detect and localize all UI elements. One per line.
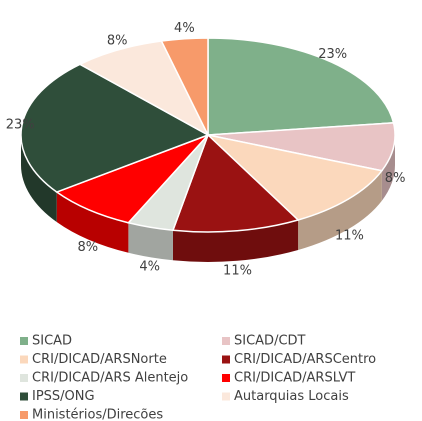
data-label: 4% <box>174 21 195 36</box>
slice <box>205 133 384 221</box>
legend-label: Ministérios/Direcões <box>32 408 163 421</box>
legend-label: Autarquias Locais <box>234 389 349 404</box>
slice <box>171 133 300 233</box>
legend-label: SICAD/CDT <box>234 334 306 349</box>
legend-label: SICAD <box>32 334 72 349</box>
slice-side <box>128 222 173 261</box>
data-label: 8% <box>385 171 406 186</box>
data-label: 23% <box>318 47 347 62</box>
legend-label: CRI/DICAD/ARS Alentejo <box>32 371 188 386</box>
legend-label: IPSS/ONG <box>32 389 95 404</box>
legend-swatch <box>222 337 230 345</box>
legend-swatch <box>20 411 28 419</box>
slice-side <box>172 220 299 262</box>
legend-label: CRI/DICAD/ARSNorte <box>32 352 167 367</box>
slice <box>55 134 209 224</box>
slice <box>207 37 395 136</box>
data-label: 8% <box>107 33 128 48</box>
legend-swatch <box>20 392 28 401</box>
slice-side <box>21 135 57 223</box>
slice <box>20 63 210 193</box>
legend-swatch <box>222 392 230 401</box>
slice-side <box>381 135 395 201</box>
slice <box>78 40 210 137</box>
legend-swatch <box>20 337 28 345</box>
data-label: 8% <box>77 240 98 255</box>
slice-side <box>56 192 129 253</box>
legend-swatch <box>222 374 230 382</box>
data-label: 11% <box>335 228 364 243</box>
legend-swatch <box>222 355 230 364</box>
data-label: 4% <box>139 260 160 275</box>
legend-label: CRI/DICAD/ARSLVT <box>234 371 355 386</box>
slice-side <box>298 170 382 251</box>
slice <box>207 122 396 172</box>
legend-label: CRI/DICAD/ARSCentro <box>234 352 376 367</box>
slice <box>160 37 209 136</box>
legend-swatch <box>20 355 28 364</box>
data-label: 23% <box>6 117 35 132</box>
legend-swatch <box>20 374 28 382</box>
data-label: 11% <box>223 264 252 279</box>
